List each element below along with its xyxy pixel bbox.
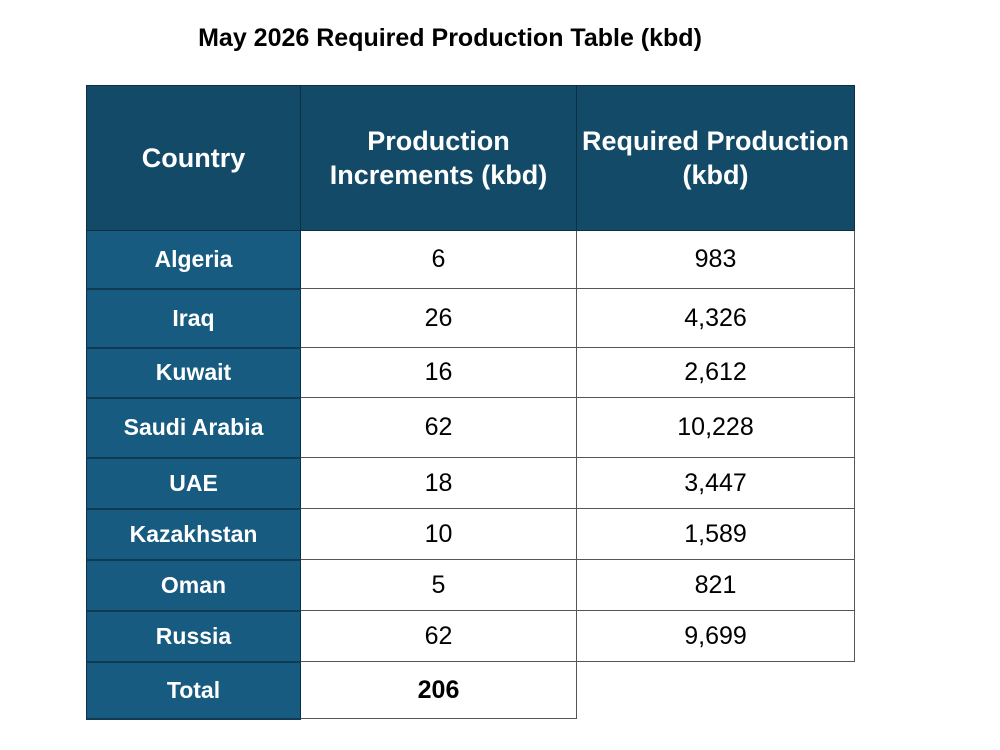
country-cell: Iraq [86,288,301,349]
header-country: Country [86,85,301,231]
increment-cell: 18 [300,457,577,509]
required-cell: 4,326 [576,288,855,348]
empty-cell [576,661,855,719]
header-increments: Production Increments (kbd) [300,85,577,231]
required-cell: 1,589 [576,508,855,560]
table-row: Russia 62 9,699 [86,610,855,663]
increment-cell: 6 [300,230,577,289]
required-cell: 821 [576,559,855,611]
increment-cell: 16 [300,347,577,398]
table-row: Saudi Arabia 62 10,228 [86,397,855,459]
required-cell: 983 [576,230,855,289]
increment-cell: 5 [300,559,577,611]
table-row: Algeria 6 983 [86,230,855,290]
country-cell: Kuwait [86,347,301,399]
required-cell: 9,699 [576,610,855,662]
total-increment: 206 [300,661,577,719]
table-row: UAE 18 3,447 [86,457,855,510]
country-cell: UAE [86,457,301,510]
table-title: May 2026 Required Production Table (kbd) [198,24,702,52]
country-cell: Saudi Arabia [86,397,301,459]
country-cell: Kazakhstan [86,508,301,561]
increment-cell: 62 [300,610,577,662]
country-cell: Russia [86,610,301,663]
increment-cell: 10 [300,508,577,560]
increment-cell: 26 [300,288,577,348]
production-table: Country Production Increments (kbd) Requ… [86,85,855,720]
table-row: Iraq 26 4,326 [86,288,855,349]
total-row: Total 206 [86,661,855,720]
total-label: Total [86,661,301,720]
required-cell: 3,447 [576,457,855,509]
header-required: Required Production (kbd) [576,85,855,231]
table-row: Kuwait 16 2,612 [86,347,855,399]
required-cell: 2,612 [576,347,855,398]
increment-cell: 62 [300,397,577,458]
required-cell: 10,228 [576,397,855,458]
header-row: Country Production Increments (kbd) Requ… [86,85,855,231]
country-cell: Oman [86,559,301,612]
country-cell: Algeria [86,230,301,290]
table-row: Kazakhstan 10 1,589 [86,508,855,561]
table-row: Oman 5 821 [86,559,855,612]
